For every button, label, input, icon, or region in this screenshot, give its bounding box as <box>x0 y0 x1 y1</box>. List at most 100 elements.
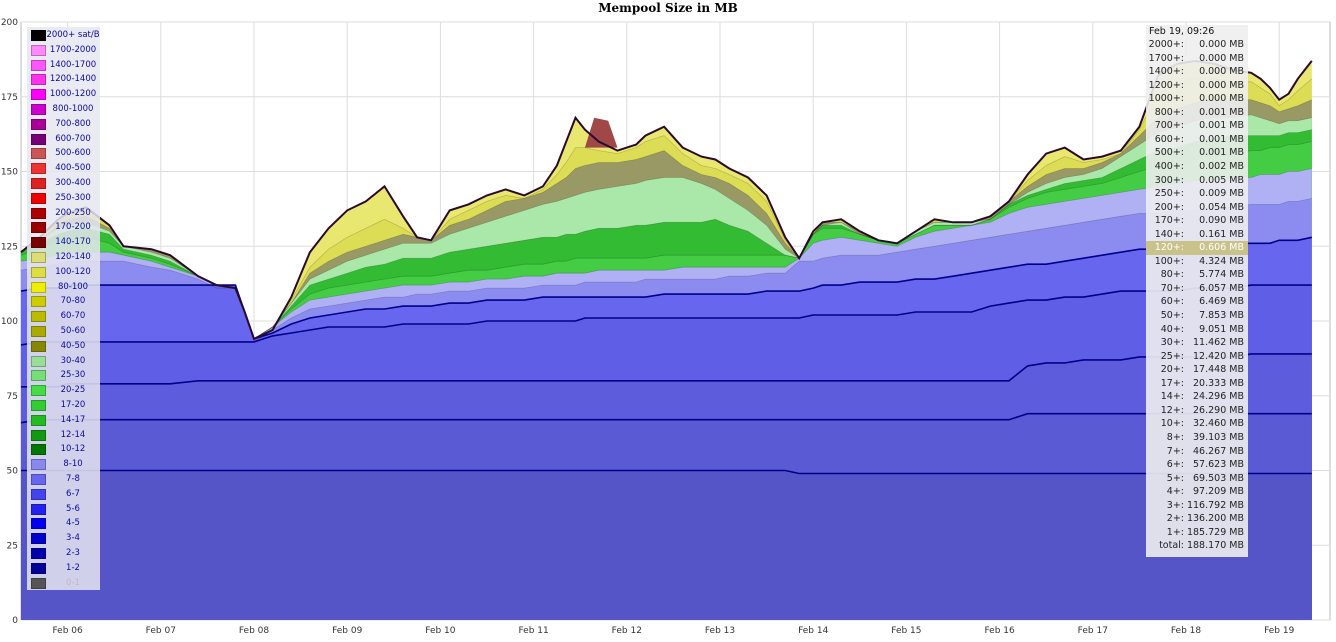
x-tick-label: Feb 10 <box>425 626 456 636</box>
tooltip-row-value: 57.623 MB <box>1193 459 1244 471</box>
legend-item[interactable]: 70-80 <box>30 294 100 308</box>
legend-item[interactable]: 2000+ sat/B <box>30 28 100 42</box>
legend[interactable]: 2000+ sat/B 1700-2000 1400-1700 1200-1400 10… <box>27 27 100 590</box>
legend-swatch <box>31 104 46 115</box>
legend-item[interactable]: 250-300 <box>30 191 100 205</box>
legend-item[interactable]: 30-40 <box>30 354 100 368</box>
legend-item[interactable]: 80-100 <box>30 280 100 294</box>
x-tick-label: Feb 16 <box>984 626 1015 636</box>
legend-item[interactable]: 25-30 <box>30 368 100 382</box>
legend-item[interactable]: 4-5 <box>30 516 100 530</box>
legend-item[interactable]: 400-500 <box>30 161 100 175</box>
legend-item[interactable]: 14-17 <box>30 413 100 427</box>
legend-label: 5-6 <box>66 503 80 514</box>
tooltip-row-label: 200+: <box>1154 201 1184 213</box>
legend-item[interactable]: 6-7 <box>30 487 100 501</box>
legend-label: 17-20 <box>60 400 86 410</box>
legend-item[interactable]: 140-170 <box>30 235 100 249</box>
tooltip-row: 1+: 185.729 MB <box>1146 526 1248 540</box>
tooltip-row-value: 17.448 MB <box>1193 364 1244 376</box>
legend-swatch <box>31 30 46 41</box>
legend-item[interactable]: 600-700 <box>30 132 100 146</box>
legend-item[interactable]: 1700-2000 <box>30 43 100 57</box>
legend-item[interactable]: 300-400 <box>30 176 100 190</box>
legend-label: 2-3 <box>66 548 80 558</box>
tooltip-row-label: 12+: <box>1160 404 1184 416</box>
legend-item[interactable]: 17-20 <box>30 398 100 412</box>
y-tick-label: 50 <box>7 467 19 477</box>
tooltip-row: 800+: 0.001 MB <box>1146 106 1248 120</box>
legend-item[interactable]: 1200-1400 <box>30 72 100 86</box>
legend-item[interactable]: 10-12 <box>30 442 100 456</box>
tooltip-row-label: 6+: <box>1166 459 1184 471</box>
tooltip-row-label: 600+: <box>1154 133 1184 145</box>
legend-item[interactable]: 0-1 <box>30 576 100 590</box>
chart-title: Mempool Size in MB <box>598 1 738 15</box>
legend-item[interactable]: 800-1000 <box>30 102 100 116</box>
tooltip-row-value: 4.324 MB <box>1199 255 1244 267</box>
legend-swatch <box>31 340 46 352</box>
legend-label: 300-400 <box>55 178 91 188</box>
legend-swatch <box>31 400 46 411</box>
tooltip-row: 12+: 26.290 MB <box>1146 404 1248 418</box>
legend-item[interactable]: 500-600 <box>30 146 100 160</box>
legend-label: 40-50 <box>60 340 86 351</box>
legend-label: 3-4 <box>66 533 80 544</box>
tooltip-row: 20+: 17.448 MB <box>1146 363 1248 377</box>
tooltip-row: 25+: 12.420 MB <box>1146 350 1248 364</box>
legend-swatch <box>31 533 46 545</box>
legend-label: 1200-1400 <box>49 74 97 85</box>
legend-label: 200-250 <box>55 207 91 218</box>
y-tick-label: 125 <box>1 242 18 252</box>
legend-item[interactable]: 100-120 <box>30 265 100 279</box>
legend-item[interactable]: 120-140 <box>30 250 100 264</box>
tooltip-row-label: 800+: <box>1154 106 1184 118</box>
x-tick-label: Feb 06 <box>52 626 83 636</box>
tooltip-row: 200+: 0.054 MB <box>1146 201 1248 215</box>
legend-label: 60-70 <box>60 311 86 322</box>
legend-item[interactable]: 12-14 <box>30 428 100 442</box>
legend-swatch <box>31 548 46 559</box>
legend-item[interactable]: 8-10 <box>30 457 100 471</box>
legend-swatch <box>31 163 46 175</box>
tooltip-row-value: 9.051 MB <box>1199 323 1244 335</box>
tooltip-row-label: 70+: <box>1160 282 1184 294</box>
legend-item[interactable]: 2-3 <box>30 546 100 560</box>
legend-item[interactable]: 3-4 <box>30 531 100 545</box>
tooltip-row-value: 116.792 MB <box>1186 499 1244 511</box>
legend-item[interactable]: 700-800 <box>30 117 100 131</box>
tooltip-row-label: 2+: <box>1166 513 1184 525</box>
legend-swatch <box>31 89 46 101</box>
legend-item[interactable]: 170-200 <box>30 220 100 234</box>
legend-label: 120-140 <box>55 252 91 262</box>
x-tick-label: Feb 13 <box>705 626 735 636</box>
tooltip-row-value: 0.001 MB <box>1199 147 1244 159</box>
tooltip-row: 2+: 136.200 MB <box>1146 512 1248 526</box>
legend-item[interactable]: 1400-1700 <box>30 58 100 72</box>
legend-swatch <box>31 118 46 130</box>
tooltip-row-label: total: <box>1159 540 1184 552</box>
legend-item[interactable]: 20-25 <box>30 383 100 397</box>
tooltip-row-label: 10+: <box>1160 418 1184 430</box>
legend-item[interactable]: 1-2 <box>30 561 100 575</box>
legend-item[interactable]: 50-60 <box>30 324 100 338</box>
tooltip-row: 5+: 69.503 MB <box>1146 472 1248 486</box>
tooltip-row: 1700+: 0.000 MB <box>1146 52 1248 66</box>
legend-item[interactable]: 40-50 <box>30 339 100 353</box>
legend-item[interactable]: 7-8 <box>30 472 100 486</box>
legend-item[interactable]: 200-250 <box>30 206 100 220</box>
legend-swatch <box>31 429 46 441</box>
legend-swatch <box>31 444 46 456</box>
tooltip-row: 120+: 0.606 MB <box>1146 241 1248 255</box>
tooltip-row: 6+: 57.623 MB <box>1146 458 1248 472</box>
legend-swatch <box>31 74 46 86</box>
tooltip-row-value: 0.000 MB <box>1199 52 1244 64</box>
tooltip-row-value: 97.209 MB <box>1193 486 1244 498</box>
tooltip-row: 300+: 0.005 MB <box>1146 174 1248 188</box>
legend-swatch <box>31 44 46 56</box>
legend-item[interactable]: 5-6 <box>30 502 100 516</box>
tooltip-row-value: 0.001 MB <box>1199 106 1244 118</box>
legend-item[interactable]: 1000-1200 <box>30 87 100 101</box>
legend-item[interactable]: 60-70 <box>30 309 100 323</box>
